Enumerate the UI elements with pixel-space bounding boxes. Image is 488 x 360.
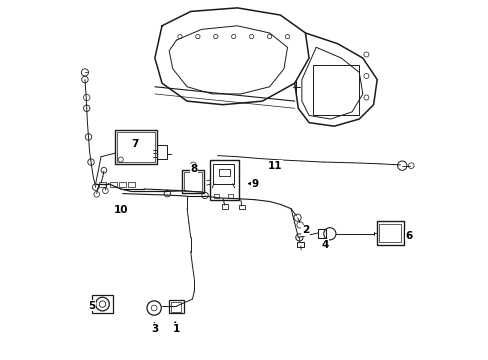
Bar: [182, 170, 203, 193]
Bar: [99, 182, 106, 187]
Text: 11: 11: [267, 161, 282, 171]
Bar: [210, 160, 239, 200]
Text: 6: 6: [405, 231, 412, 240]
Bar: [169, 300, 183, 314]
Text: 4: 4: [321, 239, 328, 249]
Bar: [312, 65, 359, 116]
Bar: [222, 204, 227, 209]
Text: 3: 3: [151, 324, 158, 334]
Bar: [119, 182, 126, 187]
Text: 7: 7: [131, 139, 139, 149]
Text: 2: 2: [301, 225, 308, 235]
Text: 1: 1: [172, 324, 180, 334]
Bar: [212, 164, 234, 184]
Text: 5: 5: [88, 301, 96, 311]
Bar: [214, 194, 219, 198]
Text: 8: 8: [190, 164, 198, 174]
Bar: [379, 225, 400, 242]
Bar: [228, 194, 233, 198]
Bar: [376, 221, 403, 244]
Bar: [297, 242, 304, 247]
Bar: [239, 205, 244, 210]
Bar: [156, 145, 166, 159]
Bar: [115, 130, 156, 164]
Text: 10: 10: [113, 206, 128, 216]
Bar: [110, 182, 117, 187]
Bar: [183, 172, 202, 191]
Bar: [128, 182, 135, 187]
Bar: [92, 295, 113, 314]
Bar: [317, 229, 325, 238]
Bar: [170, 302, 181, 312]
Text: 9: 9: [251, 179, 258, 189]
Bar: [117, 132, 155, 162]
